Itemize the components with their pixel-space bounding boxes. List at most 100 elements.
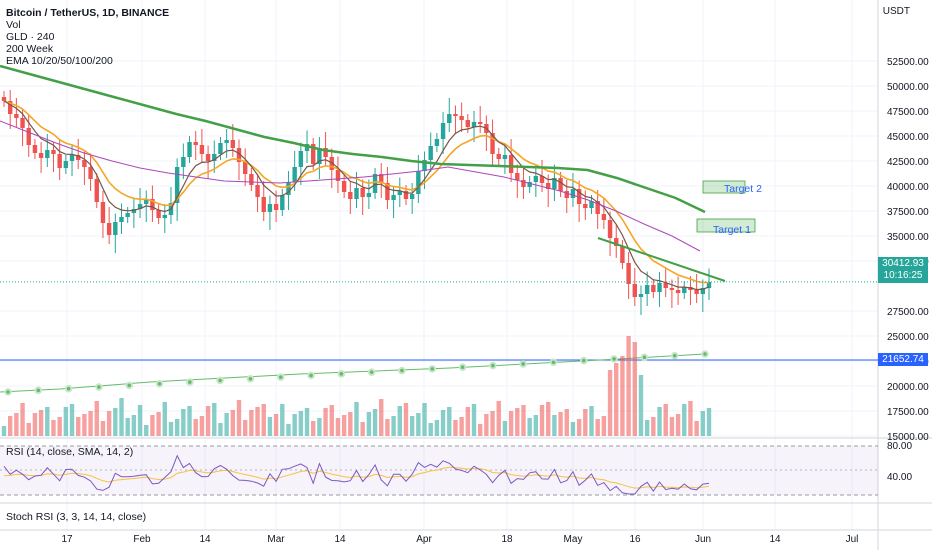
y-tick-label: 15000.00 <box>887 432 929 443</box>
y-tick-label: 35000.00 <box>887 232 929 243</box>
candle-body <box>224 140 229 143</box>
candle-body <box>607 220 613 238</box>
volume-bar <box>484 414 489 436</box>
candle-body <box>558 178 563 191</box>
symbol-title[interactable]: Bitcoin / TetherUS, 1D, BINANCE <box>6 7 170 19</box>
volume-bar <box>100 421 106 436</box>
volume-bar <box>51 420 56 436</box>
candle-body <box>589 201 594 208</box>
ma-marker-dot <box>701 350 709 358</box>
volume-bar <box>187 406 192 436</box>
axis-currency-label[interactable]: USDT <box>882 6 910 17</box>
volume-bar <box>607 370 613 436</box>
candle-body <box>626 263 631 284</box>
candle-body <box>38 153 44 158</box>
candle-body <box>267 204 273 212</box>
legend-vol[interactable]: Vol <box>6 19 21 31</box>
ma-marker-dot <box>610 355 618 363</box>
volume-bar <box>533 415 539 436</box>
candle-body <box>14 114 19 118</box>
candle-body <box>502 155 508 159</box>
candle-body <box>162 215 167 218</box>
volume-bar <box>261 404 266 436</box>
candle-body <box>576 189 582 204</box>
volume-bar <box>372 409 378 436</box>
volume-bar <box>366 412 372 436</box>
volume-bar <box>106 411 112 436</box>
legend-ema[interactable]: EMA 10/20/50/100/200 <box>6 55 113 67</box>
volume-bar <box>453 420 458 436</box>
volume-bar <box>348 412 353 436</box>
candle-body <box>242 162 248 174</box>
volume-bar <box>38 410 44 436</box>
rsi-pane-label[interactable]: RSI (14, close, SMA, 14, 2) <box>6 446 134 458</box>
volume-bar <box>496 401 501 436</box>
legend-200-week[interactable]: 200 Week <box>6 43 54 55</box>
candle-body <box>385 183 390 200</box>
volume-bar <box>156 412 161 436</box>
candle-body <box>564 191 569 198</box>
volume-bar <box>539 405 545 436</box>
candle-body <box>304 144 310 151</box>
candle-body <box>94 179 99 202</box>
volume-bar <box>397 406 402 436</box>
candle-body <box>644 285 650 294</box>
volume-bar <box>230 410 236 436</box>
volume-bar <box>694 421 699 436</box>
ma-marker-dot <box>428 365 437 373</box>
candle-body <box>292 167 297 182</box>
volume-bar <box>249 410 254 436</box>
candle-body <box>515 173 520 180</box>
candle-body <box>657 283 662 292</box>
ma-marker-dot <box>276 373 285 381</box>
target-1-label: Target 1 <box>713 224 751 236</box>
x-tick-label: 14 <box>334 534 346 545</box>
volume-bar <box>360 422 365 436</box>
volume-bar <box>45 407 50 436</box>
stoch-rsi-pane-label[interactable]: Stoch RSI (3, 3, 14, 14, close) <box>6 511 147 523</box>
volume-bar <box>255 407 260 436</box>
candle-body <box>459 116 464 120</box>
candle-body <box>397 191 402 195</box>
candle-body <box>546 183 551 189</box>
candle-body <box>508 155 514 173</box>
target-1-box <box>696 218 756 233</box>
candle-body <box>428 146 433 160</box>
candle-body <box>100 202 106 223</box>
dotted-ma-line <box>0 353 706 393</box>
ma-marker-dot <box>549 358 558 367</box>
volume-bar <box>564 409 569 436</box>
volume-bar <box>447 407 452 436</box>
volume-bar <box>601 416 607 436</box>
candle-body <box>137 204 143 209</box>
volume-bar <box>242 420 248 436</box>
candle-body <box>341 181 347 192</box>
x-tick-label: Jul <box>846 534 859 545</box>
ma-marker-dot <box>519 360 527 368</box>
candle-body <box>113 222 118 235</box>
candle-body <box>570 189 576 198</box>
candle-body <box>7 101 13 114</box>
volume-bar <box>620 356 625 436</box>
volume-bar <box>546 402 551 436</box>
candle-body <box>403 191 409 199</box>
y-tick-label: 47500.00 <box>887 107 929 118</box>
volume-bar <box>706 408 712 436</box>
volume-bar <box>688 401 693 436</box>
candle-body <box>638 294 644 297</box>
y-tick-label: 52500.00 <box>887 57 929 68</box>
volume-bar <box>1 426 7 436</box>
volume-bar <box>527 418 532 436</box>
candle-body <box>131 209 137 213</box>
volume-bar <box>298 411 304 436</box>
candle-body <box>150 199 155 210</box>
candle-body <box>694 290 699 294</box>
ma-marker-dot <box>337 370 346 378</box>
volume-bar <box>7 416 13 436</box>
volume-bar <box>632 342 637 436</box>
legend-gld[interactable]: GLD · 240 <box>6 31 55 43</box>
candle-body <box>280 195 285 210</box>
y-tick-label: 37500.00 <box>887 207 929 218</box>
volume-bar <box>162 402 167 436</box>
